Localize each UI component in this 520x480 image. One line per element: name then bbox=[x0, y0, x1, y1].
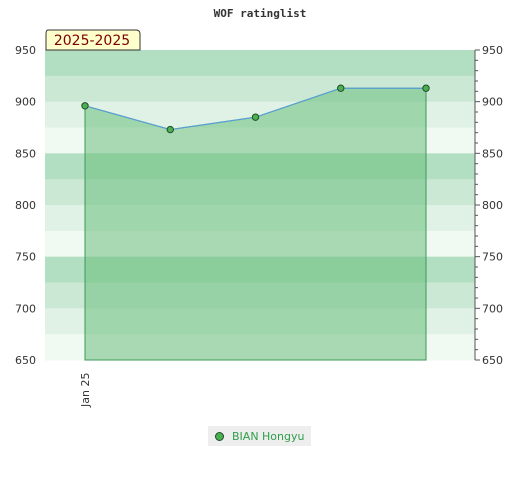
period-badge: 2025-2025 bbox=[45, 29, 141, 51]
y-tick-label-right: 950 bbox=[482, 44, 503, 57]
y-tick-label-right: 650 bbox=[482, 354, 503, 367]
series-area bbox=[84, 87, 427, 361]
series-area-layer bbox=[84, 87, 427, 361]
axes bbox=[474, 49, 480, 361]
tick-labels: 650 650 700 700 750 750 800 800 850 850 900 900 950 9… bbox=[15, 44, 503, 408]
x-tick-label: Jan 25 bbox=[79, 373, 92, 408]
y-tick-label-right: 750 bbox=[482, 251, 503, 264]
legend-marker bbox=[215, 431, 224, 441]
legend-label: BIAN Hongyu bbox=[232, 429, 305, 443]
data-point bbox=[166, 125, 174, 134]
series-markers bbox=[81, 84, 430, 134]
y-tick-label-left: 950 bbox=[15, 44, 36, 57]
data-point bbox=[422, 84, 430, 92]
data-point bbox=[251, 113, 260, 121]
legend: BIAN Hongyu bbox=[208, 426, 312, 446]
y-tick-label-right: 800 bbox=[482, 199, 503, 212]
background-band bbox=[45, 50, 475, 77]
data-point bbox=[337, 84, 345, 92]
y-tick-label-left: 900 bbox=[15, 96, 36, 109]
y-tick-label-right: 700 bbox=[482, 302, 503, 315]
y-tick-label-right: 900 bbox=[482, 96, 503, 109]
y-tick-label-left: 850 bbox=[15, 147, 36, 160]
y-tick-label-right: 850 bbox=[482, 147, 503, 160]
period-badge-box bbox=[45, 29, 141, 51]
y-tick-label-left: 700 bbox=[15, 302, 36, 315]
y-tick-label-left: 650 bbox=[15, 354, 36, 367]
chart-title: WOF ratinglist bbox=[214, 7, 307, 20]
y-tick-label-left: 750 bbox=[15, 251, 36, 264]
data-point bbox=[81, 102, 89, 110]
period-badge-text: 2025-2025 bbox=[54, 33, 130, 49]
y-tick-label-left: 800 bbox=[15, 199, 36, 212]
